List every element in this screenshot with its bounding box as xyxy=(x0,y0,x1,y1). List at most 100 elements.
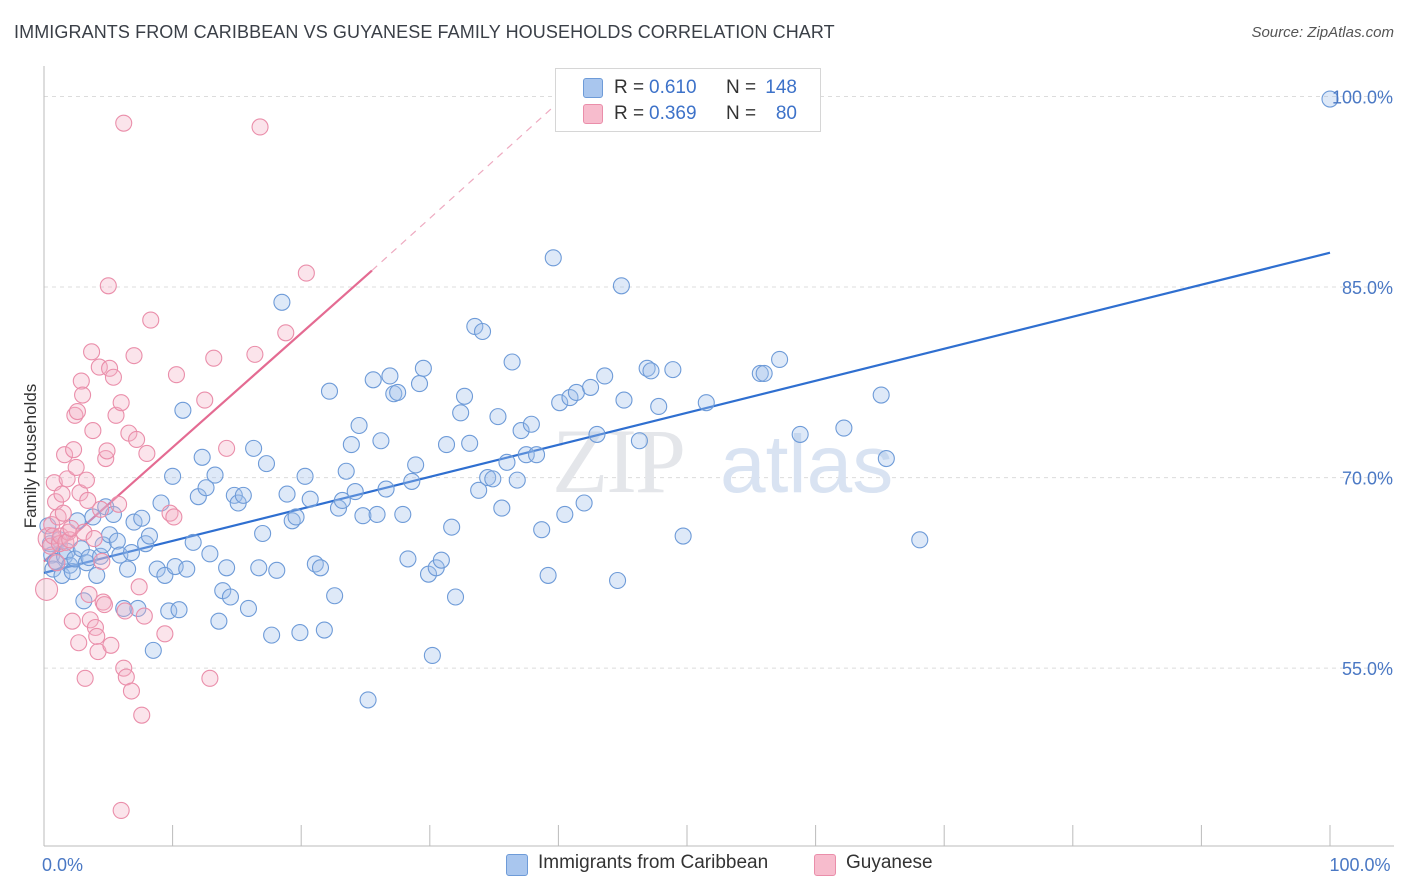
guyanese-point xyxy=(125,347,143,365)
caribbean-point xyxy=(94,536,112,554)
tick-labels: 55.0% 70.0% 85.0% 100.0% 0.0% 100.0% xyxy=(42,87,1393,875)
guyanese-point xyxy=(167,366,186,384)
guyanese-point xyxy=(58,470,76,488)
guyanese-point xyxy=(110,495,128,513)
caribbean-point xyxy=(350,416,368,435)
caribbean-point xyxy=(877,449,895,468)
guyanese-point xyxy=(297,264,315,282)
caribbean-point xyxy=(503,353,521,371)
guyanese-point xyxy=(104,368,122,386)
caribbean-point xyxy=(346,483,364,501)
caribbean-point xyxy=(377,480,395,498)
caribbean-point xyxy=(287,508,305,526)
guyanese-point xyxy=(130,578,148,596)
guyanese-point xyxy=(72,372,90,390)
caribbean-point xyxy=(257,455,276,473)
caribbean-point xyxy=(301,490,319,508)
caribbean-point xyxy=(164,467,182,485)
caribbean-point xyxy=(381,367,399,385)
source-credit: Source: ZipAtlas.com xyxy=(1251,24,1394,41)
guyanese-point xyxy=(142,311,160,329)
trend-line-guyanese xyxy=(43,269,373,563)
caribbean-point xyxy=(354,507,372,525)
guyanese-point xyxy=(86,618,104,637)
guyanese-point xyxy=(101,359,119,377)
bottom-legend-swatch-caribbean xyxy=(506,854,528,876)
caribbean-point xyxy=(122,543,140,562)
y-tick-label: 85.0% xyxy=(1342,278,1393,298)
caribbean-point xyxy=(493,499,511,517)
caribbean-point xyxy=(664,361,682,379)
caribbean-point xyxy=(178,560,196,578)
guyanese-point xyxy=(196,391,214,409)
caribbean-point xyxy=(250,559,268,577)
guyanese-point xyxy=(165,508,183,526)
caribbean-point xyxy=(612,277,630,295)
caribbean-point xyxy=(751,364,769,382)
guyanese-point xyxy=(95,596,113,614)
caribbean-point xyxy=(221,588,240,606)
guyanese-point xyxy=(63,612,81,630)
caribbean-point xyxy=(193,448,211,466)
caribbean-point xyxy=(140,527,159,545)
caribbean-point xyxy=(437,436,456,454)
guyanese-point xyxy=(133,706,151,724)
caribbean-point xyxy=(588,425,606,443)
caribbean-point xyxy=(197,479,215,497)
caribbean-point xyxy=(551,394,569,412)
caribbean-point xyxy=(239,599,258,617)
caribbean-point xyxy=(254,524,272,543)
caribbean-point xyxy=(337,462,355,480)
guyanese-point xyxy=(76,669,94,687)
caribbean-point xyxy=(326,587,344,605)
legend-swatch-guyanese xyxy=(583,104,603,124)
caribbean-point xyxy=(170,601,188,619)
guyanese-point xyxy=(79,491,97,510)
guyanese-point xyxy=(48,554,66,572)
caribbean-point xyxy=(368,505,386,523)
caribbean-point xyxy=(630,432,648,450)
caribbean-point xyxy=(575,494,593,512)
data-points xyxy=(35,90,1339,819)
caribbean-point xyxy=(567,383,585,402)
guyanese-point xyxy=(75,523,93,541)
caribbean-point xyxy=(201,545,219,563)
series-caribbean xyxy=(39,90,1339,709)
guyanese-point xyxy=(53,485,71,503)
guyanese-point xyxy=(156,625,174,643)
caribbean-point xyxy=(446,588,465,606)
guyanese-point xyxy=(99,277,117,295)
y-tick-label: 70.0% xyxy=(1342,469,1393,489)
caribbean-point xyxy=(410,375,429,393)
caribbean-point xyxy=(394,505,412,523)
caribbean-point xyxy=(210,612,228,630)
y-tick-label: 100.0% xyxy=(1332,87,1393,107)
caribbean-point xyxy=(581,378,600,396)
legend-r-label: R = xyxy=(614,103,645,124)
guyanese-point xyxy=(201,669,219,687)
guyanese-point xyxy=(85,530,103,548)
caribbean-point xyxy=(539,566,557,584)
caribbean-point xyxy=(527,446,546,464)
caribbean-point xyxy=(268,561,286,579)
bottom-legend-label: Guyanese xyxy=(846,852,933,873)
guyanese-point xyxy=(122,682,140,700)
guyanese-point xyxy=(35,577,59,601)
caribbean-point xyxy=(489,408,507,426)
caribbean-point xyxy=(650,397,668,416)
guyanese-point xyxy=(116,602,134,620)
caribbean-point xyxy=(263,626,281,644)
guyanese-point xyxy=(70,634,88,652)
caribbean-point xyxy=(133,509,151,527)
guyanese-point xyxy=(246,345,264,363)
watermark-atlas: atlas xyxy=(720,419,893,510)
guyanese-point xyxy=(112,394,130,412)
caribbean-point xyxy=(596,367,614,385)
guyanese-point xyxy=(98,442,116,460)
guyanese-point xyxy=(77,471,95,489)
guyanese-point xyxy=(74,386,92,404)
bottom-legend-label: Immigrants from Caribbean xyxy=(538,852,769,873)
legend-n-value: 148 xyxy=(765,77,797,98)
bottom-legend-swatch-guyanese xyxy=(814,854,836,876)
chart-title: IMMIGRANTS FROM CARIBBEAN VS GUYANESE FA… xyxy=(14,22,835,42)
